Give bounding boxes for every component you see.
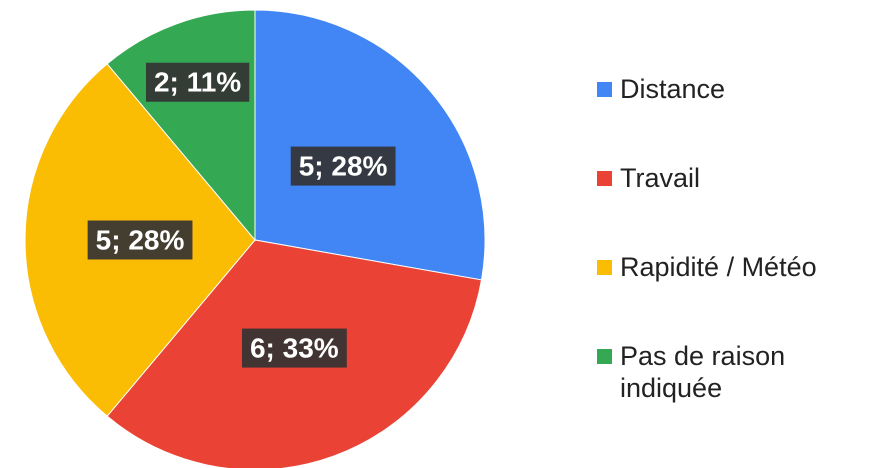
data-label-group: 2; 11% xyxy=(145,62,250,102)
data-label: 5; 28% xyxy=(96,225,185,256)
legend-label: Pas de raison indiquée xyxy=(620,341,786,403)
legend-label: Distance xyxy=(620,74,726,104)
legend-label: Travail xyxy=(620,163,701,193)
legend-swatch xyxy=(597,171,612,186)
legend-item: Travail xyxy=(597,162,878,194)
data-label-box xyxy=(145,62,250,102)
legend-swatch xyxy=(597,82,612,97)
data-label: 2; 11% xyxy=(154,67,241,98)
legend-label: Rapidité / Météo xyxy=(620,252,817,282)
data-label: 6; 33% xyxy=(250,333,339,364)
legend-swatch xyxy=(597,260,612,275)
data-label-group: 6; 33% xyxy=(241,328,347,368)
data-label-box xyxy=(290,146,396,186)
pie-slice xyxy=(254,9,486,281)
legend: Distance Travail Rapidité / Météo Pas de ra… xyxy=(585,65,878,415)
data-label-group: 5; 28% xyxy=(290,146,396,186)
legend-item: Pas de raison indiquée xyxy=(597,340,878,404)
data-label: 5; 28% xyxy=(299,151,388,182)
legend-swatch xyxy=(597,349,612,364)
data-label-box xyxy=(87,220,193,260)
data-label-box xyxy=(241,328,347,368)
legend-item: Distance xyxy=(597,73,878,105)
legend-item: Rapidité / Météo xyxy=(597,251,878,283)
data-label-group: 5; 28% xyxy=(87,220,193,260)
